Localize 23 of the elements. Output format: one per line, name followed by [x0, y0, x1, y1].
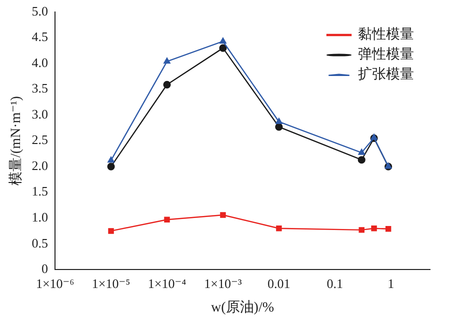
x-axis-title: w(原油)/% [211, 299, 274, 316]
y-tick-label: 0.5 [32, 235, 48, 250]
y-tick-label: 2.0 [32, 158, 48, 173]
y-tick-label: 2.5 [32, 132, 48, 148]
legend-label: 黏性模量 [358, 26, 414, 43]
y-tick-label: 4.0 [32, 54, 48, 70]
x-tick-label: 0.01 [268, 276, 290, 291]
y-tick-label: 3.0 [32, 106, 48, 122]
x-tick-label: 1×10⁻⁶ [36, 276, 74, 291]
y-axis-title: 模量/(mN·m⁻¹) [8, 96, 24, 186]
x-tick-label: 1 [388, 276, 394, 291]
x-tick-label: 0.1 [326, 276, 344, 291]
legend-label: 弹性模量 [358, 46, 414, 63]
y-tick-label: 4.5 [32, 29, 48, 44]
x-tick-label: 1×10⁻⁵ [92, 276, 130, 291]
y-tick-label: 3.5 [32, 80, 48, 96]
y-tick-label: 1.5 [32, 184, 48, 199]
y-tick-label: 5.0 [32, 3, 48, 18]
x-tick-label: 1×10⁻⁴ [148, 276, 187, 291]
x-tick-label: 1×10⁻³ [204, 276, 242, 291]
y-tick-label: 0 [42, 261, 48, 276]
y-tick-label: 1.0 [32, 210, 48, 224]
legend-label: 扩张模量 [358, 66, 414, 83]
